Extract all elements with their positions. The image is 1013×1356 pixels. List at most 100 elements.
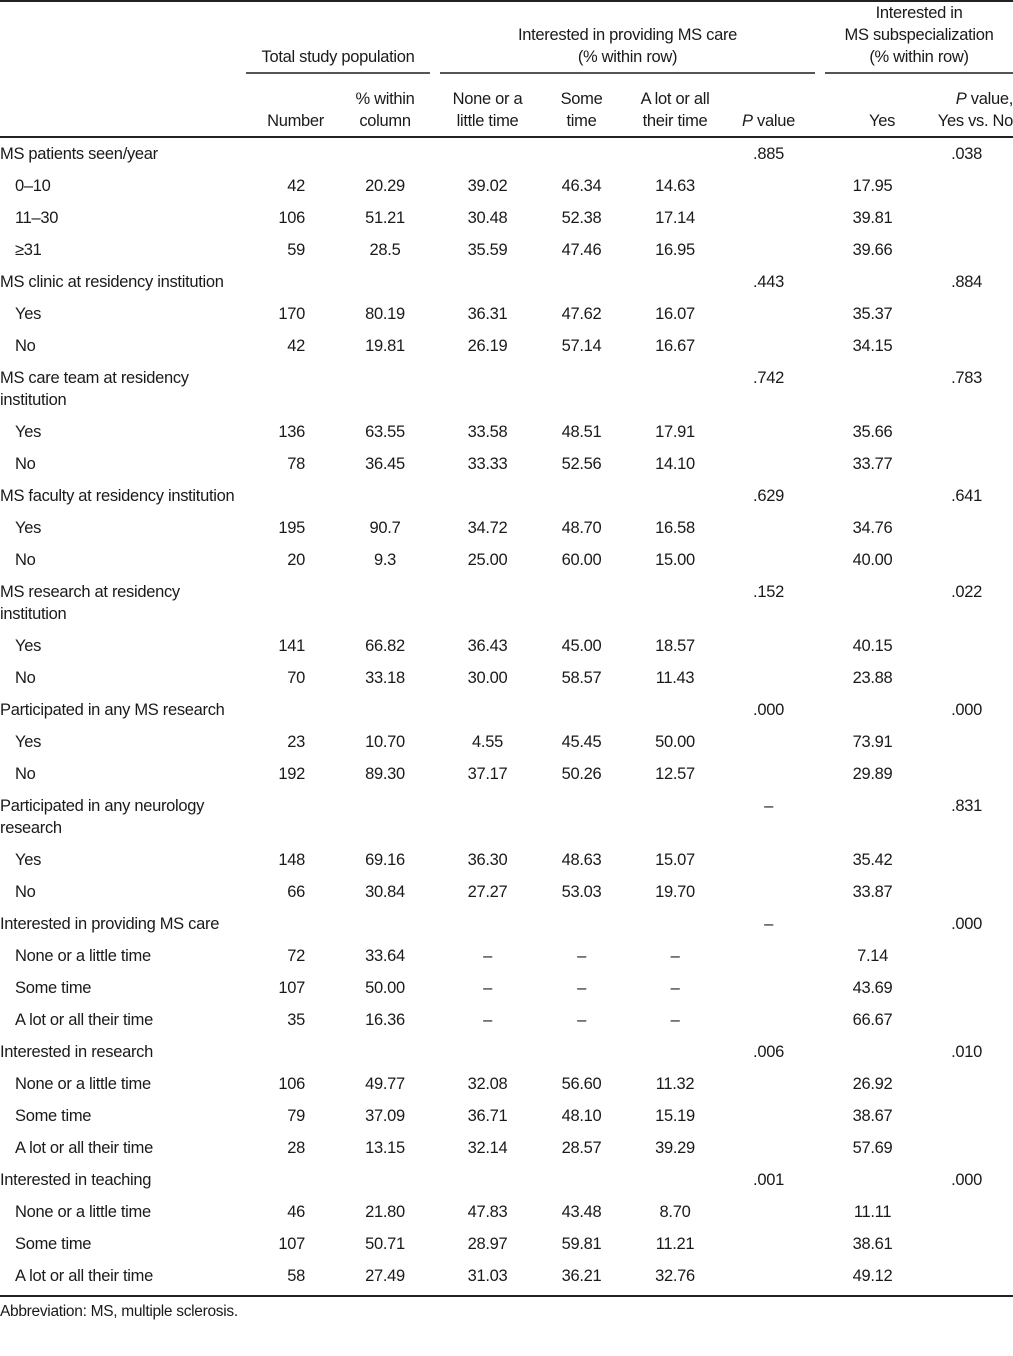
cell-some-time: 45.00	[561, 637, 602, 655]
cell-some-time: 48.63	[561, 851, 602, 869]
cell-none-or-little: –	[483, 979, 492, 997]
cell-number: 192	[278, 765, 305, 783]
cell-pct-within-column: 9.3	[373, 551, 397, 569]
cell-p-value: .443	[753, 273, 784, 291]
table-row: 0–10 42 20.29 39.02 46.34 14.63 17.95	[0, 170, 1013, 202]
cell-some-time: –	[577, 979, 586, 997]
cell-some-time	[535, 1036, 628, 1068]
table-row: Some time 107 50.71 28.97 59.81 11.21 38.61	[0, 1228, 1013, 1260]
cell-number	[246, 790, 330, 844]
cell-p-value-yes-no	[920, 512, 1013, 544]
cell-yes: 17.95	[852, 177, 893, 195]
cell-pct-within-column: 28.5	[369, 241, 401, 259]
cell-some-time: 59.81	[561, 1235, 602, 1253]
cell-pct-within-column: 20.29	[365, 177, 405, 195]
cell-none-or-little	[440, 908, 535, 940]
cell-number: 78	[287, 455, 305, 473]
cell-p-value	[722, 876, 815, 908]
cell-a-lot-or-all: 15.07	[655, 851, 695, 869]
cell-a-lot-or-all: 14.10	[655, 455, 695, 473]
table-section-row: Interested in teaching .001 .000	[0, 1164, 1013, 1196]
cell-a-lot-or-all	[628, 266, 722, 298]
table-row: Yes 195 90.7 34.72 48.70 16.58 34.76	[0, 512, 1013, 544]
cell-none-or-little: 36.30	[467, 851, 508, 869]
cell-yes	[825, 908, 920, 940]
cell-some-time: 47.46	[561, 241, 602, 259]
col-header-pct: % within column	[330, 80, 441, 138]
table-row: No 42 19.81 26.19 57.14 16.67 34.15	[0, 330, 1013, 362]
cell-p-value	[722, 1228, 815, 1260]
cell-pct-within-column	[330, 480, 440, 512]
cell-pct-within-column: 16.36	[365, 1011, 405, 1029]
cell-none-or-little: 31.03	[440, 1260, 536, 1297]
cell-gap	[815, 512, 825, 544]
cell-pct-within-column: 51.21	[365, 209, 405, 227]
cell-pct-within-column: 30.84	[365, 883, 405, 901]
cell-pct-within-column: 63.55	[365, 423, 405, 441]
cell-p-value	[722, 844, 815, 876]
cell-gap	[815, 416, 825, 448]
cell-number	[246, 694, 330, 726]
cell-p-value-yes-no	[920, 972, 1013, 1004]
cell-pct-within-column: 33.64	[365, 947, 405, 965]
col-header-none: None or a little time	[440, 80, 536, 138]
cell-p-value-yes-no	[920, 726, 1013, 758]
cell-gap	[815, 266, 825, 298]
cell-number: 148	[278, 851, 305, 869]
cell-yes: 38.67	[852, 1107, 893, 1125]
cell-p-value	[722, 448, 815, 480]
cell-number: 106	[278, 209, 305, 227]
cell-none-or-little: 25.00	[467, 551, 508, 569]
cell-p-value-yes-no	[920, 1132, 1013, 1164]
cell-pct-within-column: 50.00	[365, 979, 405, 997]
cell-p-value: .152	[753, 583, 784, 601]
cell-number: 58	[246, 1260, 330, 1297]
row-label: MS clinic at residency institution	[0, 273, 224, 291]
cell-none-or-little: 34.72	[467, 519, 508, 537]
cell-gap	[815, 362, 825, 416]
cell-pct-within-column: 37.09	[365, 1107, 405, 1125]
cell-none-or-little	[440, 1036, 535, 1068]
data-table: Total study population Interested in pro…	[0, 0, 1013, 1297]
cell-yes	[825, 576, 920, 630]
cell-number: 79	[287, 1107, 305, 1125]
cell-none-or-little: 27.27	[467, 883, 508, 901]
cell-p-value	[722, 662, 815, 694]
cell-yes: 35.66	[852, 423, 893, 441]
cell-p-value: .000	[753, 701, 784, 719]
cell-p-value	[722, 202, 815, 234]
table-section-row: Participated in any MS research .000 .000	[0, 694, 1013, 726]
col-header-p-value: P value	[722, 80, 816, 138]
cell-pct-within-column: 66.82	[365, 637, 405, 655]
cell-p-value	[722, 1132, 815, 1164]
cell-yes	[825, 266, 920, 298]
cell-gap	[815, 1036, 825, 1068]
cell-gap	[815, 1228, 825, 1260]
cell-gap	[815, 1100, 825, 1132]
cell-a-lot-or-all: 16.07	[655, 305, 695, 323]
cell-p-value: –	[764, 797, 773, 815]
cell-some-time	[535, 362, 628, 416]
table-row: Yes 136 63.55 33.58 48.51 17.91 35.66	[0, 416, 1013, 448]
cell-yes: 11.11	[853, 1203, 892, 1221]
cell-number	[246, 1036, 330, 1068]
cell-number: 35	[287, 1011, 305, 1029]
col-header-number: Number	[246, 80, 330, 138]
cell-a-lot-or-all: 11.21	[655, 1235, 695, 1253]
row-label: A lot or all their time	[0, 1260, 246, 1297]
cell-pct-within-column	[330, 694, 440, 726]
cell-p-value-yes-no	[920, 202, 1013, 234]
cell-a-lot-or-all: 15.00	[655, 551, 695, 569]
cell-yes: 23.88	[852, 669, 893, 687]
cell-none-or-little: 32.08	[467, 1075, 508, 1093]
cell-some-time: 43.48	[561, 1203, 602, 1221]
cell-a-lot-or-all: –	[670, 979, 680, 997]
cell-pct-within-column	[330, 137, 440, 170]
row-label: ≥31	[15, 241, 42, 259]
cell-gap	[815, 1196, 825, 1228]
cell-p-value-yes-no	[920, 448, 1013, 480]
cell-gap	[815, 876, 825, 908]
cell-p-value-yes-no	[920, 1004, 1013, 1036]
cell-yes	[825, 362, 920, 416]
table-row: Yes 141 66.82 36.43 45.00 18.57 40.15	[0, 630, 1013, 662]
